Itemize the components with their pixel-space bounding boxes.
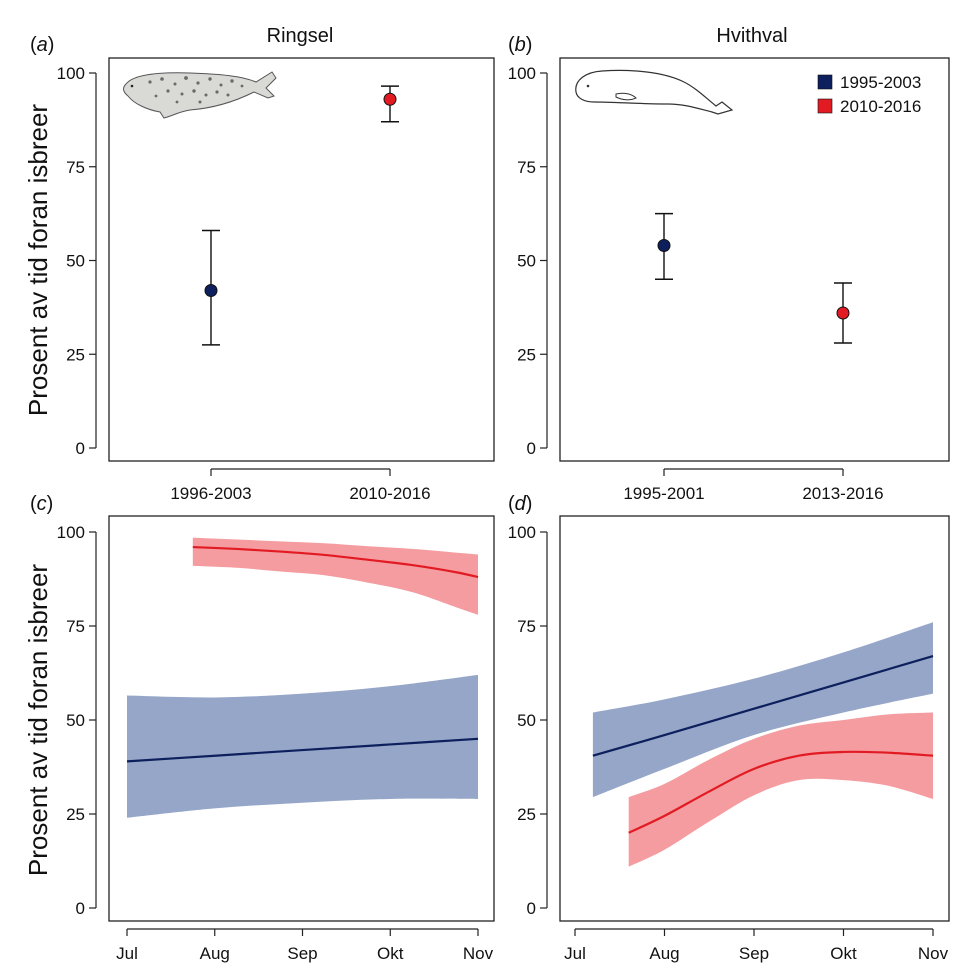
- x-tick-label-d-Jul: Jul: [564, 944, 586, 963]
- confidence-band-c-2010-2016: [192, 537, 478, 615]
- fit-line-d-2010-2016: [628, 750, 934, 834]
- panel-c-letter: (c): [30, 493, 53, 515]
- y-tick-label-c-25: 25: [66, 805, 85, 824]
- legend-label-1995-2003: 1995-2003: [840, 73, 921, 92]
- y-tick-label-a-0: 0: [76, 439, 85, 458]
- beluga-whale-icon: [575, 69, 734, 115]
- y-tick-label-b-25: 25: [517, 345, 536, 364]
- panel-b-frame: [559, 57, 950, 462]
- fit-line-c-1995-2003: [126, 737, 479, 763]
- y-axis-label-top: Prosent av tid foran isbreer: [23, 104, 53, 416]
- legend: 1995-2003 2010-2016: [817, 73, 921, 116]
- x-tick-label-b-1: 2013-2016: [802, 484, 883, 503]
- y-tick-label-a-75: 75: [66, 158, 85, 177]
- y-tick-label-b-100: 100: [508, 64, 536, 83]
- confidence-band-c-1995-2003: [127, 674, 478, 818]
- chart-marks: 0 25 50 75 100 0 25 50 75 100 0 25 50 75 100 0 25 50 75 100…: [57, 64, 949, 963]
- x-tick-label-c-Aug: Aug: [200, 944, 230, 963]
- panel-b-title: Hvithval: [716, 25, 787, 47]
- confidence-band-d-1995-2003: [592, 622, 933, 798]
- x-tick-label-a-0: 1996-2003: [170, 484, 251, 503]
- y-tick-label-c-75: 75: [66, 617, 85, 636]
- fit-line-c-2010-2016: [192, 545, 479, 579]
- y-tick-label-b-75: 75: [517, 158, 536, 177]
- x-tick-label-c-Nov: Nov: [463, 944, 494, 963]
- x-tick-label-d-Okt: Okt: [830, 944, 857, 963]
- data-point-b-1995-2001: [657, 239, 671, 252]
- x-tick-label-b-0: 1995-2001: [623, 484, 704, 503]
- legend-swatch-2010-2016: [817, 98, 833, 114]
- y-tick-label-d-100: 100: [508, 523, 536, 542]
- y-tick-label-d-75: 75: [517, 617, 536, 636]
- legend-swatch-1995-2003: [817, 74, 833, 90]
- y-tick-label-d-25: 25: [517, 805, 536, 824]
- panel-a-letter: (a): [30, 34, 54, 56]
- x-tick-label-c-Sep: Sep: [287, 944, 317, 963]
- panel-a-frame: [108, 57, 495, 462]
- panel-d-letter: (d): [508, 493, 532, 515]
- y-tick-label-a-50: 50: [66, 252, 85, 271]
- ringed-seal-icon: [123, 71, 277, 119]
- y-tick-label-c-50: 50: [66, 711, 85, 730]
- y-tick-label-a-25: 25: [66, 345, 85, 364]
- data-point-b-2013-2016: [836, 306, 850, 320]
- y-tick-label-b-0: 0: [527, 439, 536, 458]
- y-tick-label-d-50: 50: [517, 711, 536, 730]
- y-tick-label-b-50: 50: [517, 252, 536, 271]
- x-tick-label-c-Jul: Jul: [116, 944, 138, 963]
- y-axis-label-bottom: Prosent av tid foran isbreer: [23, 564, 53, 876]
- data-point-a-1996-2003: [204, 284, 218, 297]
- x-tick-label-d-Aug: Aug: [649, 944, 679, 963]
- y-tick-label-a-100: 100: [57, 64, 85, 83]
- y-tick-label-d-0: 0: [527, 899, 536, 918]
- x-tick-label-a-1: 2010-2016: [349, 484, 430, 503]
- x-tick-label-d-Sep: Sep: [739, 944, 769, 963]
- fit-line-d-1995-2003: [592, 655, 934, 757]
- y-tick-label-c-100: 100: [57, 523, 85, 542]
- x-tick-label-d-Nov: Nov: [918, 944, 949, 963]
- data-point-a-2010-2016: [383, 92, 397, 106]
- panel-c-frame: [108, 515, 495, 922]
- x-tick-label-c-Okt: Okt: [377, 944, 404, 963]
- y-tick-label-c-0: 0: [76, 899, 85, 918]
- panel-a-title: Ringsel: [267, 25, 334, 47]
- panel-d-frame: [559, 515, 950, 922]
- panel-b-letter: (b): [508, 34, 532, 56]
- legend-label-2010-2016: 2010-2016: [840, 97, 921, 116]
